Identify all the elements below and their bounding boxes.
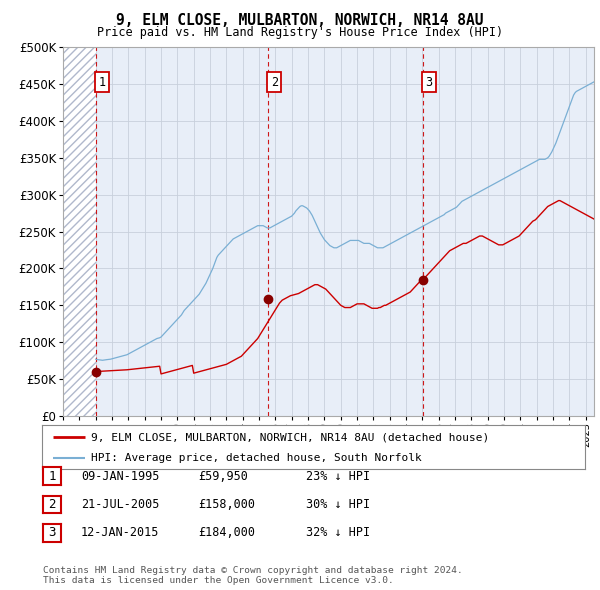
Text: HPI: Average price, detached house, South Norfolk: HPI: Average price, detached house, Sout… — [91, 453, 422, 463]
Text: 9, ELM CLOSE, MULBARTON, NORWICH, NR14 8AU: 9, ELM CLOSE, MULBARTON, NORWICH, NR14 8… — [116, 13, 484, 28]
Text: 12-JAN-2015: 12-JAN-2015 — [81, 526, 160, 539]
Text: 1: 1 — [49, 470, 56, 483]
Text: Contains HM Land Registry data © Crown copyright and database right 2024.
This d: Contains HM Land Registry data © Crown c… — [43, 566, 463, 585]
Text: 09-JAN-1995: 09-JAN-1995 — [81, 470, 160, 483]
Text: 3: 3 — [49, 526, 56, 539]
Text: Price paid vs. HM Land Registry's House Price Index (HPI): Price paid vs. HM Land Registry's House … — [97, 26, 503, 39]
Text: 2: 2 — [271, 76, 278, 88]
Text: 30% ↓ HPI: 30% ↓ HPI — [306, 498, 370, 511]
Text: 3: 3 — [425, 76, 433, 88]
Text: £184,000: £184,000 — [198, 526, 255, 539]
Text: 21-JUL-2005: 21-JUL-2005 — [81, 498, 160, 511]
Text: £158,000: £158,000 — [198, 498, 255, 511]
Text: 9, ELM CLOSE, MULBARTON, NORWICH, NR14 8AU (detached house): 9, ELM CLOSE, MULBARTON, NORWICH, NR14 8… — [91, 432, 489, 442]
Text: 1: 1 — [98, 76, 106, 88]
Text: 2: 2 — [49, 498, 56, 511]
Text: 32% ↓ HPI: 32% ↓ HPI — [306, 526, 370, 539]
Text: 23% ↓ HPI: 23% ↓ HPI — [306, 470, 370, 483]
Text: £59,950: £59,950 — [198, 470, 248, 483]
